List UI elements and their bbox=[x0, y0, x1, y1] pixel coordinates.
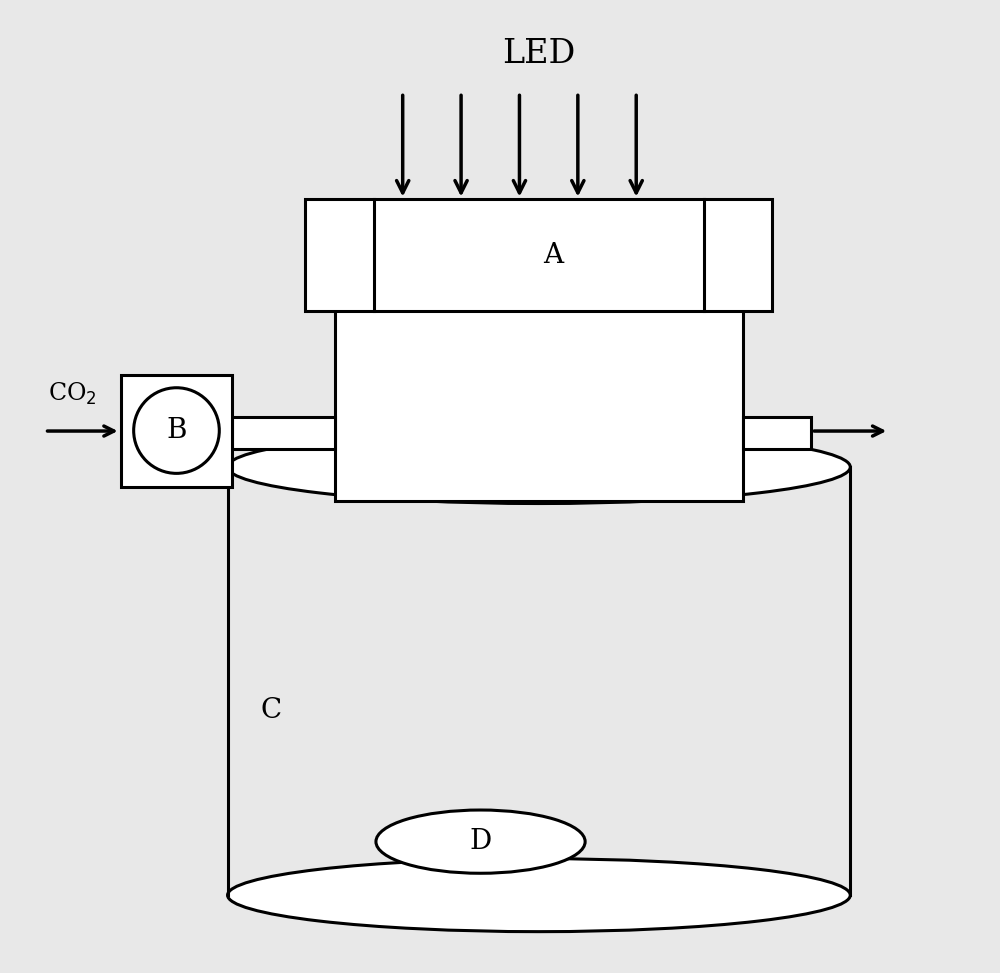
Ellipse shape bbox=[228, 430, 850, 504]
Text: CO$_2$: CO$_2$ bbox=[48, 380, 96, 407]
Text: C: C bbox=[261, 697, 282, 724]
Circle shape bbox=[134, 387, 219, 474]
Bar bbox=[305, 199, 772, 311]
Text: LED: LED bbox=[502, 38, 576, 69]
Ellipse shape bbox=[228, 858, 850, 932]
Text: B: B bbox=[166, 417, 187, 444]
Text: A: A bbox=[543, 242, 564, 270]
Bar bbox=[335, 306, 743, 501]
Ellipse shape bbox=[376, 810, 585, 874]
Bar bbox=[232, 417, 335, 449]
Bar bbox=[121, 375, 232, 486]
Text: D: D bbox=[469, 828, 492, 855]
Bar bbox=[743, 417, 811, 449]
